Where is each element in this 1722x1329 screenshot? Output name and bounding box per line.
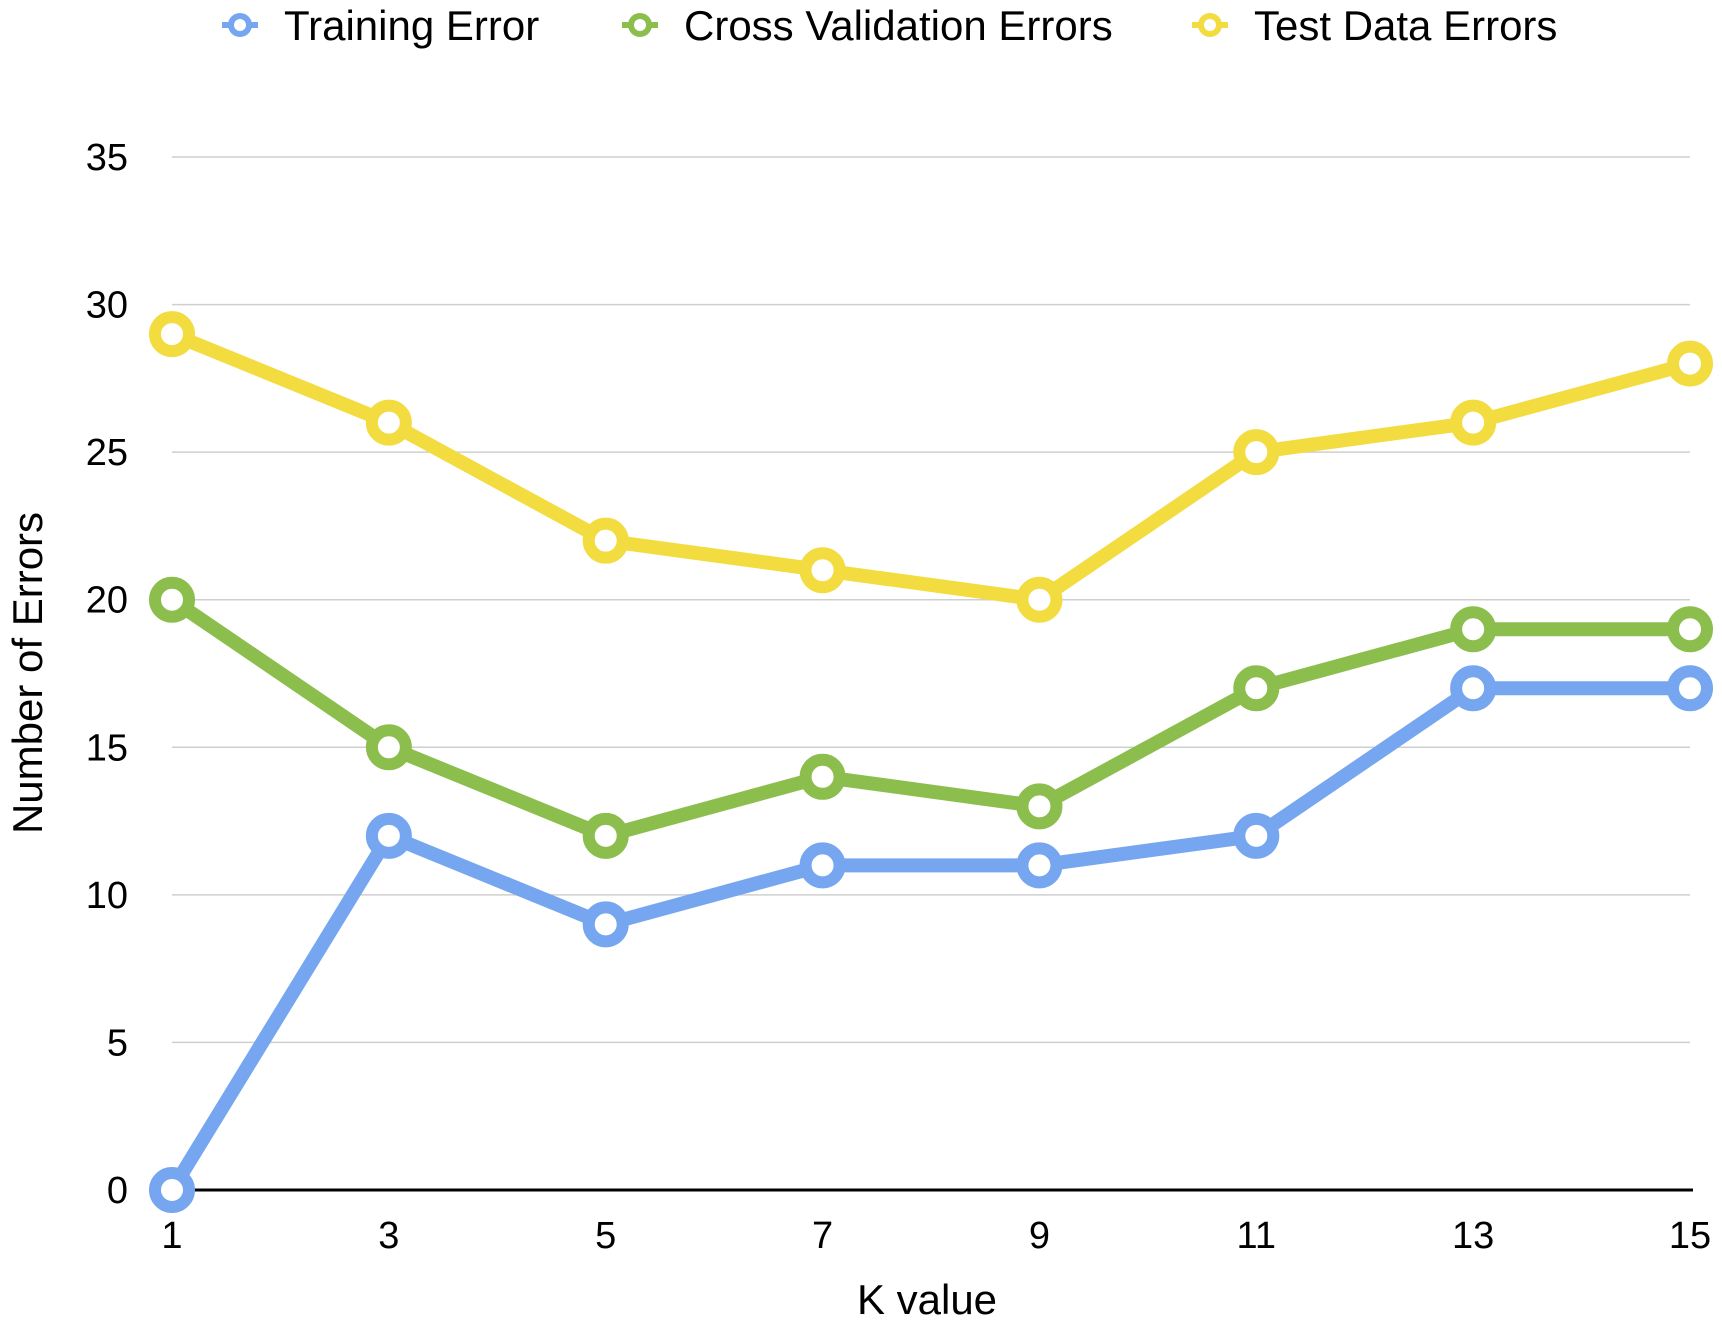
y-tick-label-20: 20 (86, 580, 128, 622)
series-2-point-1 (149, 311, 195, 358)
y-tick-label-25: 25 (86, 432, 128, 474)
legend-marker-2 (1198, 13, 1222, 37)
y-tick-label-0: 0 (107, 1170, 128, 1212)
series-2-point-9 (1016, 576, 1063, 623)
series-line-2 (165, 327, 1697, 607)
series-2-point-15 (1667, 340, 1713, 387)
series-1-point-1 (149, 576, 195, 623)
series-0-point-5 (582, 901, 629, 948)
x-tick-label-13: 13 (1452, 1215, 1494, 1257)
series-points (149, 311, 1713, 1213)
series-0-point-3 (365, 812, 412, 859)
legend-marker-0 (228, 13, 252, 37)
series-0-point-1 (149, 1167, 195, 1213)
x-tick-label-7: 7 (812, 1215, 833, 1257)
x-tick-label-11: 11 (1237, 1215, 1276, 1257)
legend: Training Error Cross Validation Errors Tes… (222, 2, 1557, 49)
series-1-point-7 (799, 753, 846, 800)
x-tick-label-9: 9 (1029, 1215, 1050, 1257)
series-0-point-13 (1450, 665, 1497, 712)
legend-label-0: Training Error (284, 2, 539, 49)
series-2-point-7 (799, 547, 846, 594)
series-2-point-13 (1450, 399, 1497, 446)
legend-marker-1 (628, 13, 652, 37)
series-1-point-9 (1016, 783, 1063, 830)
y-axis-ticks: 0 5 10 15 20 25 30 35 (86, 137, 128, 1212)
y-tick-label-5: 5 (107, 1022, 128, 1064)
legend-label-2: Test Data Errors (1254, 2, 1557, 49)
series-2-point-3 (365, 399, 412, 446)
series-lines (165, 327, 1697, 1197)
x-tick-label-15: 15 (1669, 1215, 1711, 1257)
series-1-point-13 (1450, 606, 1497, 653)
series-0-point-11 (1233, 812, 1280, 859)
x-tick-label-3: 3 (378, 1215, 399, 1257)
series-1-point-15 (1667, 606, 1713, 653)
y-tick-label-10: 10 (86, 875, 128, 917)
series-line-1 (165, 592, 1697, 843)
x-tick-label-5: 5 (595, 1215, 616, 1257)
y-tick-label-15: 15 (86, 727, 128, 769)
x-axis-title: K value (857, 1276, 997, 1323)
series-line-0 (165, 681, 1697, 1197)
series-1-point-3 (365, 724, 412, 771)
legend-label-1: Cross Validation Errors (684, 2, 1113, 49)
gridlines (172, 156, 1690, 1044)
x-tick-label-1: 1 (161, 1215, 182, 1257)
series-2-point-5 (582, 517, 629, 564)
series-1-point-5 (582, 812, 629, 859)
series-0-point-15 (1667, 665, 1713, 712)
series-0-point-7 (799, 842, 846, 889)
series-1-point-11 (1233, 665, 1280, 712)
y-tick-label-30: 30 (86, 285, 128, 327)
series-2-point-11 (1233, 429, 1280, 476)
y-tick-label-35: 35 (86, 137, 128, 179)
x-axis-ticks: 1 3 5 7 9 11 13 15 (161, 1215, 1711, 1257)
y-axis-title: Number of Errors (4, 512, 51, 834)
series-0-point-9 (1016, 842, 1063, 889)
